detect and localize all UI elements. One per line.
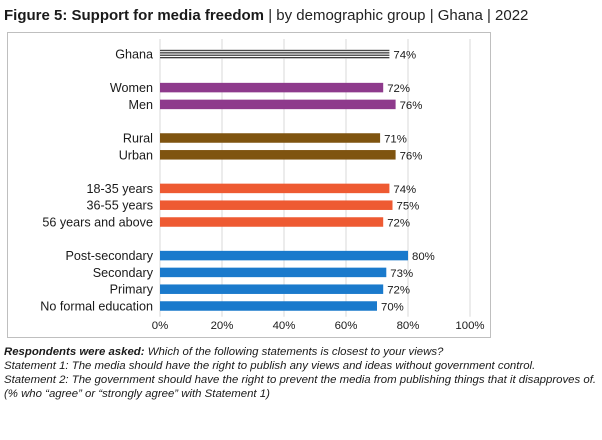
category-label-secondary: Secondary [93, 266, 154, 280]
value-label-urban: 76% [400, 150, 423, 162]
x-tick-label-100: 100% [455, 320, 484, 332]
category-label-no-formal-education: No formal education [40, 300, 153, 314]
bar-urban [160, 150, 396, 160]
bar-women [160, 82, 384, 93]
category-label-men: Men [129, 98, 154, 112]
category-label-rural: Rural [123, 132, 153, 146]
notes-statement-1: Statement 1: The media should have the r… [4, 360, 536, 372]
notes-lead: Respondents were asked: [4, 346, 145, 358]
figure-title-main: Figure 5: Support for media freedom [4, 7, 265, 24]
value-label-ghana: 74% [393, 50, 416, 62]
x-tick-label-60: 60% [335, 320, 358, 332]
category-label-primary: Primary [110, 283, 154, 297]
value-label-secondary: 73% [390, 268, 413, 280]
notes-question: Which of the following statements is clo… [144, 346, 444, 358]
category-label-ghana: Ghana [115, 48, 153, 62]
value-label-56-years-and-above: 72% [387, 218, 410, 230]
x-tick-label-40: 40% [273, 320, 296, 332]
x-tick-label-0: 0% [152, 320, 168, 332]
category-label-36-55-years: 36-55 years [86, 199, 153, 213]
notes-statement-2: Statement 2: The government should have … [4, 374, 597, 386]
value-label-rural: 71% [384, 134, 407, 146]
bar-ghana [160, 49, 390, 59]
bar-36-55-years [160, 200, 393, 210]
category-label-women: Women [110, 81, 153, 95]
value-label-men: 76% [400, 100, 423, 112]
x-tick-label-20: 20% [211, 320, 234, 332]
bar-secondary [160, 267, 387, 278]
notes-footnote: (% who “agree” or “strongly agree” with … [4, 388, 270, 400]
bar-56-years-and-above [160, 217, 384, 227]
category-label-56-years-and-above: 56 years and above [42, 216, 153, 230]
chart-notes: Respondents were asked: Which of the fol… [4, 345, 598, 401]
category-label-post-secondary: Post-secondary [66, 249, 154, 263]
bar-chart: Ghana 74% Women 72% Men 76% Rural 71% Urban 76% 18… [40, 39, 485, 332]
category-label-18-35-years: 18-35 years [86, 182, 153, 196]
value-label-no-formal-education: 70% [381, 302, 404, 314]
value-label-post-secondary: 80% [412, 251, 435, 263]
bar-post-secondary [160, 250, 408, 261]
bar-no-formal-education [160, 301, 377, 311]
value-label-women: 72% [387, 83, 410, 95]
bar-primary [160, 284, 384, 294]
value-label-18-35-years: 74% [393, 184, 416, 196]
x-tick-label-80: 80% [397, 320, 420, 332]
bar-men [160, 99, 396, 110]
figure-title: Figure 5: Support for media freedom | by… [4, 6, 598, 26]
bar-rural [160, 133, 381, 143]
value-label-primary: 72% [387, 285, 410, 297]
figure-title-subtitle: | by demographic group | Ghana | 2022 [264, 7, 529, 24]
bar-18-35-years [160, 183, 390, 194]
notes-question-line: Respondents were asked: Which of the fol… [4, 345, 598, 359]
category-label-urban: Urban [119, 148, 153, 162]
value-label-36-55-years: 75% [397, 201, 420, 213]
chart-frame: Ghana 74% Women 72% Men 76% Rural 71% Urban 76% 18… [7, 32, 491, 338]
